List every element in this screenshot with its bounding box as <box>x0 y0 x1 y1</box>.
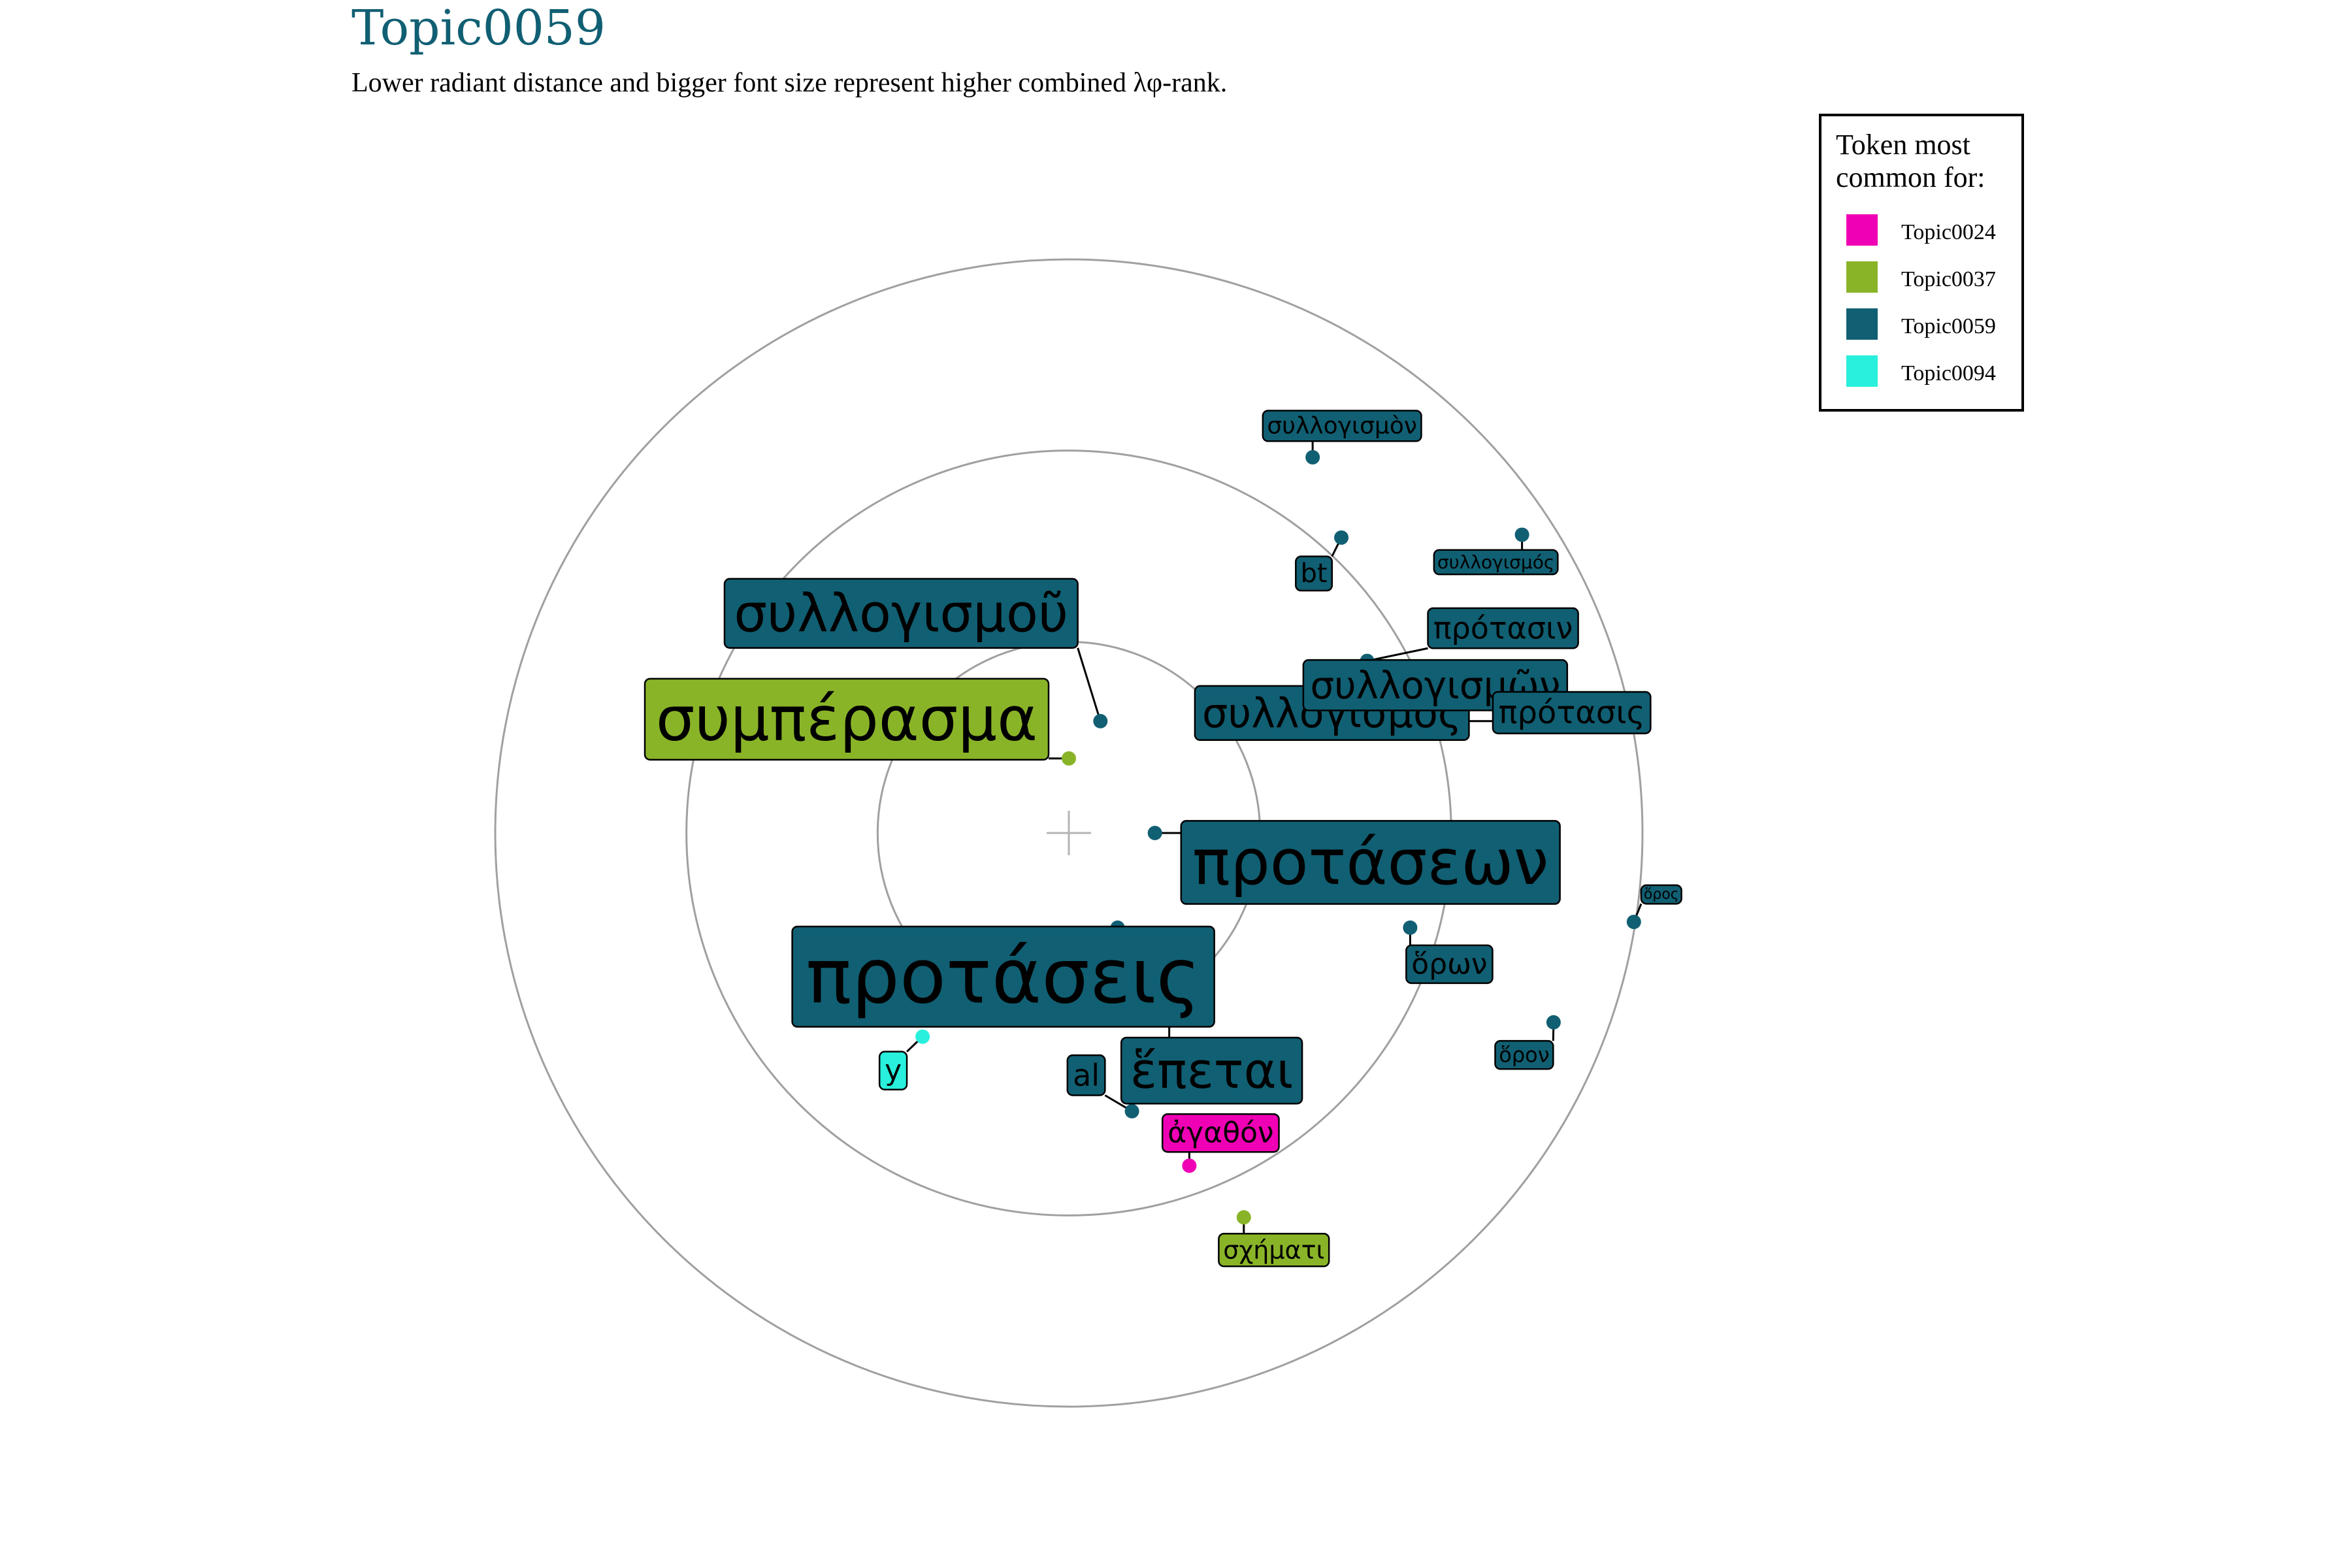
token-labels: προτάσεις συμπέρασμα προτάσεων συλλογισμοῦ ἕ… <box>644 410 1682 1267</box>
token-point <box>1403 920 1418 935</box>
token-label-box <box>1640 884 1682 905</box>
legend-label: Topic0037 <box>1901 267 1996 291</box>
token-label: ὅρος <box>1640 884 1682 905</box>
token-label-text: ὅρον <box>1499 1043 1549 1068</box>
token-label-text: ἀγαθόν <box>1168 1117 1273 1150</box>
token-label: συμπέρασμα <box>644 678 1050 761</box>
token-label-box <box>723 578 1079 649</box>
token-label-box <box>791 925 1215 1028</box>
token-label-box <box>1405 944 1494 985</box>
token-label-box <box>1180 820 1561 905</box>
legend: Token most common for: Topic0024 Topic003… <box>1819 114 2024 412</box>
token-point <box>1124 1103 1139 1119</box>
token-point <box>1147 826 1162 840</box>
token-point <box>1093 713 1108 728</box>
token-label: συλλογισμὸν <box>1262 410 1422 442</box>
token-label-box <box>1494 1039 1554 1070</box>
token-label-text: συμπέρασμα <box>656 683 1037 755</box>
token-label: πρότασις <box>1492 691 1652 734</box>
token-label-text: ὅρων <box>1411 947 1487 981</box>
token-point <box>915 1029 930 1044</box>
token-label-text: συλλογισμός <box>1437 551 1554 573</box>
token-label-box <box>1492 691 1652 734</box>
token-point <box>1626 915 1641 930</box>
token-label-text: πρότασιν <box>1433 611 1573 646</box>
token-label: y <box>878 1051 908 1090</box>
token-label-box <box>1161 1113 1280 1153</box>
token-label-text: πρότασις <box>1499 694 1645 731</box>
token-label-text: al <box>1073 1058 1100 1093</box>
token-label: ὅρων <box>1405 944 1494 985</box>
legend-title-line-2: common for: <box>1836 161 1985 193</box>
token-label-text: bt <box>1301 559 1328 589</box>
legend-key-topic0037 <box>1846 261 1878 293</box>
token-label: πρότασιν <box>1427 607 1579 649</box>
legend-label: Topic0094 <box>1901 361 1996 385</box>
token-label-box <box>644 678 1050 761</box>
token-label-box <box>878 1051 908 1090</box>
token-label-text: συλλογισμὸν <box>1267 412 1417 439</box>
legend-label: Topic0059 <box>1901 314 1996 338</box>
token-point <box>1236 1210 1251 1225</box>
token-label-box <box>1218 1232 1330 1267</box>
token-label-text: προτάσεων <box>1192 826 1548 899</box>
token-label: προτάσεων <box>1180 820 1561 905</box>
token-leader-line <box>1367 647 1428 662</box>
token-label-box <box>1427 607 1579 649</box>
token-label-box <box>1433 549 1559 576</box>
token-label-box <box>1066 1054 1106 1096</box>
token-point <box>1514 527 1529 542</box>
token-point <box>1182 1158 1197 1173</box>
token-label-box <box>1262 410 1422 442</box>
token-leader-line <box>1077 647 1102 722</box>
chart-title: Topic0059 <box>351 0 606 56</box>
token-point <box>1305 449 1320 465</box>
token-label: συλλογισμοῦ <box>723 578 1079 649</box>
token-label: ὅρον <box>1494 1039 1554 1070</box>
token-label: συλλογισμός <box>1433 549 1559 576</box>
grid-ring-3 <box>494 258 1644 1408</box>
legend-title-line-1: Token most <box>1836 129 1970 161</box>
token-label: προτάσεις <box>791 925 1215 1028</box>
token-label: bt <box>1295 555 1333 592</box>
token-label-text: συλλογισμοῦ <box>734 583 1068 644</box>
token-point <box>1062 751 1076 766</box>
token-label-text: ἕπεται <box>1130 1041 1294 1100</box>
token-label-box <box>1120 1036 1303 1105</box>
token-label-box <box>1295 555 1333 592</box>
token-label: ἀγαθόν <box>1161 1113 1280 1153</box>
token-label-text: ὅρος <box>1644 887 1679 903</box>
legend-items: Topic0024 Topic0037 Topic0059 Topic0094 <box>1846 214 1996 387</box>
token-label-text: σχήματι <box>1223 1235 1324 1264</box>
token-label: ἕπεται <box>1120 1036 1303 1105</box>
legend-key-topic0024 <box>1846 214 1878 246</box>
legend-key-topic0059 <box>1846 308 1878 340</box>
legend-key-topic0094 <box>1846 355 1878 387</box>
token-label: al <box>1066 1054 1106 1096</box>
legend-label: Topic0024 <box>1901 220 1996 244</box>
token-point <box>1334 530 1349 545</box>
token-point <box>1546 1015 1561 1030</box>
token-label-text: y <box>885 1054 902 1087</box>
token-label-text: προτάσεις <box>806 932 1200 1021</box>
token-label: σχήματι <box>1218 1232 1330 1267</box>
chart-subtitle: Lower radiant distance and bigger font s… <box>351 68 1227 98</box>
